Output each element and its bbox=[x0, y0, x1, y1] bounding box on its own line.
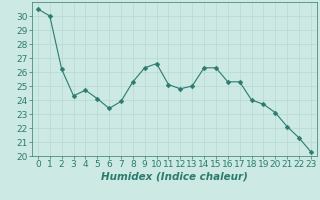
X-axis label: Humidex (Indice chaleur): Humidex (Indice chaleur) bbox=[101, 172, 248, 182]
